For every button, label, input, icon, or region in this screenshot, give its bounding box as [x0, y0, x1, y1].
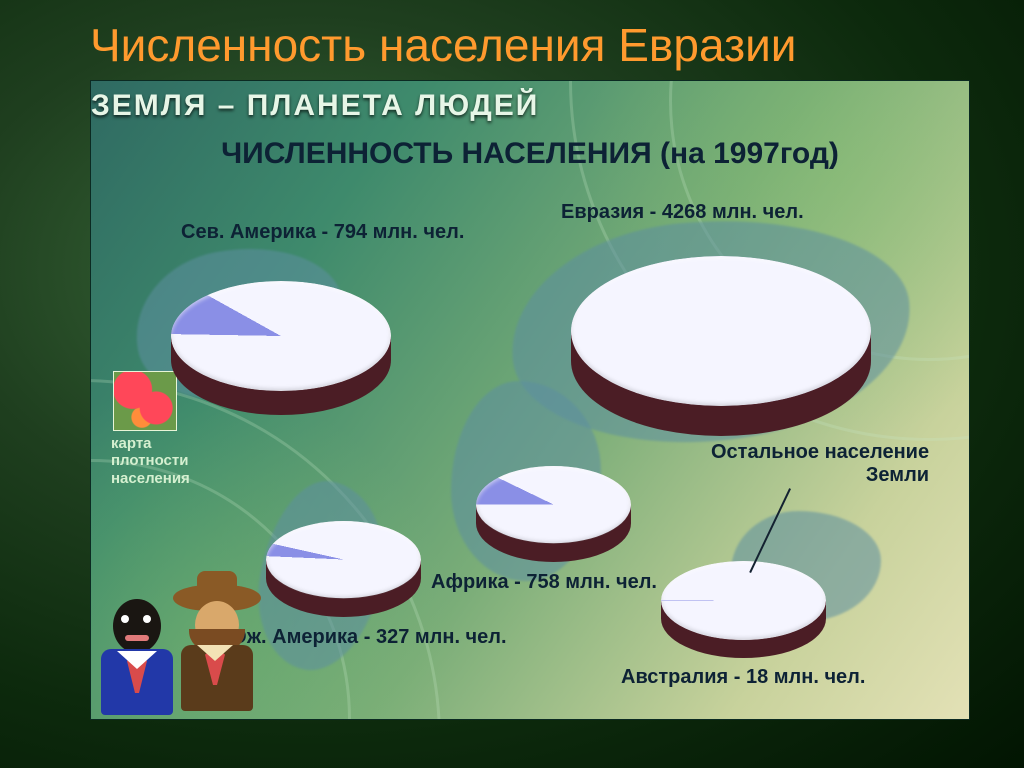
slide-root: Численность населения Евразии ЗЕМЛЯ – ПЛ… — [0, 0, 1024, 768]
pie-label-na: Сев. Америка - 794 млн. чел. — [181, 221, 464, 244]
chart-panel: ЗЕМЛЯ – ПЛАНЕТА ЛЮДЕЙ ЧИСЛЕННОСТЬ НАСЕЛЕ… — [90, 80, 970, 720]
density-map-caption: карта плотности населения — [111, 435, 190, 487]
caption-line: населения — [111, 470, 190, 487]
caption-line: карта — [111, 435, 190, 452]
pie-sa — [266, 521, 421, 617]
slide-title: Численность населения Евразии — [90, 18, 797, 72]
pie-na — [171, 281, 391, 415]
legend-line: Земли — [711, 464, 929, 487]
legend-line: Остальное население — [711, 441, 929, 464]
chart-title: ЧИСЛЕННОСТЬ НАСЕЛЕНИЯ (на 1997год) — [91, 137, 969, 171]
pie-au — [661, 561, 826, 658]
density-map-thumb[interactable] — [113, 371, 177, 431]
avatar-person-1 — [97, 595, 177, 715]
legend-rest: Остальное население Земли — [711, 441, 929, 487]
inner-banner: ЗЕМЛЯ – ПЛАНЕТА ЛЮДЕЙ — [91, 89, 539, 123]
pie-label-af: Африка - 758 млн. чел. — [431, 571, 657, 594]
pie-label-au: Австралия - 18 млн. чел. — [621, 666, 865, 689]
pie-label-eu: Евразия - 4268 млн. чел. — [561, 201, 804, 224]
caption-line: плотности — [111, 452, 190, 469]
pie-eu — [571, 256, 871, 436]
pie-label-sa: Юж. Америка - 327 млн. чел. — [226, 626, 507, 649]
pie-af — [476, 466, 631, 562]
avatar-person-2 — [169, 585, 265, 715]
